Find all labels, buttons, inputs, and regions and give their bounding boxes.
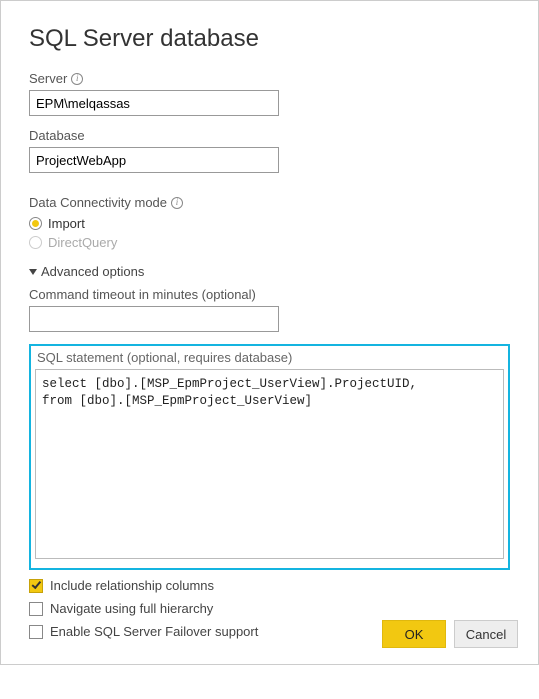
checkbox-label: Enable SQL Server Failover support — [50, 624, 258, 639]
server-label: Server — [29, 71, 67, 86]
dialog-button-row: OK Cancel — [382, 620, 518, 648]
advanced-label: Advanced options — [41, 264, 144, 279]
checkbox-icon — [29, 602, 43, 616]
radio-label: DirectQuery — [48, 235, 117, 250]
checkbox-icon — [29, 625, 43, 639]
radio-button-icon — [29, 236, 42, 249]
advanced-options-toggle[interactable]: Advanced options — [29, 264, 510, 279]
timeout-field: Command timeout in minutes (optional) — [29, 287, 510, 332]
server-field: Server i — [29, 71, 510, 116]
radio-directquery: DirectQuery — [29, 235, 510, 250]
timeout-label: Command timeout in minutes (optional) — [29, 287, 256, 302]
sql-highlight-box: SQL statement (optional, requires databa… — [29, 344, 510, 570]
radio-import[interactable]: Import — [29, 216, 510, 231]
ok-button[interactable]: OK — [382, 620, 446, 648]
database-label: Database — [29, 128, 85, 143]
checkbox-navigate-hierarchy[interactable]: Navigate using full hierarchy — [29, 601, 510, 616]
timeout-input[interactable] — [29, 306, 279, 332]
dialog-title: SQL Server database — [29, 25, 510, 53]
chevron-down-icon — [29, 269, 37, 275]
sql-statement-label: SQL statement (optional, requires databa… — [35, 350, 504, 365]
info-icon[interactable]: i — [171, 197, 183, 209]
checkbox-icon — [29, 579, 43, 593]
radio-label: Import — [48, 216, 85, 231]
database-input[interactable] — [29, 147, 279, 173]
checkbox-include-relationship[interactable]: Include relationship columns — [29, 578, 510, 593]
radio-button-icon — [29, 217, 42, 230]
cancel-button[interactable]: Cancel — [454, 620, 518, 648]
connectivity-label: Data Connectivity mode — [29, 195, 167, 210]
database-field: Database — [29, 128, 510, 173]
info-icon[interactable]: i — [71, 73, 83, 85]
checkbox-label: Navigate using full hierarchy — [50, 601, 213, 616]
server-input[interactable] — [29, 90, 279, 116]
sql-statement-textarea[interactable] — [35, 369, 504, 559]
checkbox-label: Include relationship columns — [50, 578, 214, 593]
sql-server-dialog: SQL Server database Server i Database Da… — [1, 1, 538, 699]
